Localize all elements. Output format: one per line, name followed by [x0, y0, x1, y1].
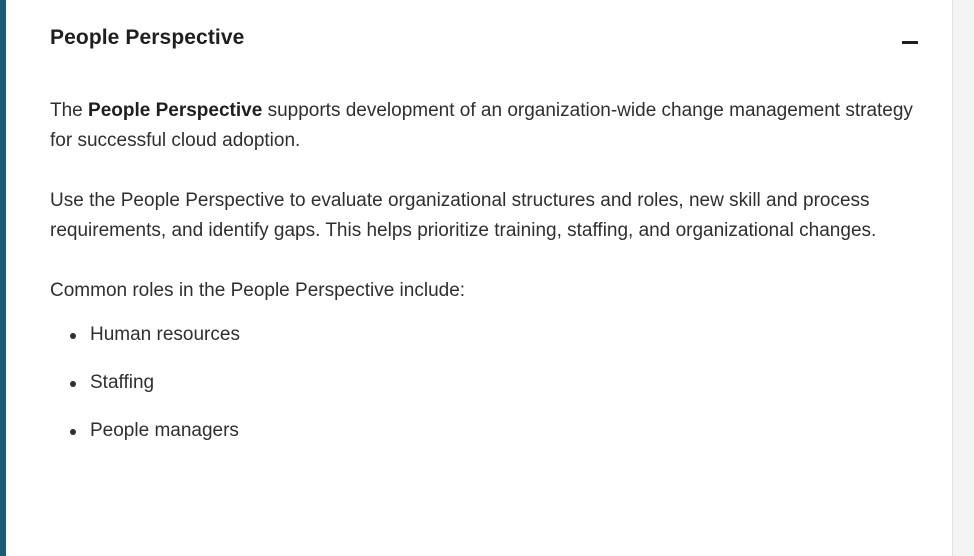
bullet-icon: [70, 333, 76, 339]
accordion-title[interactable]: People Perspective: [50, 26, 245, 49]
intro-bold-term: People Perspective: [88, 100, 263, 121]
intro-suffix: supports development of an organization-…: [50, 100, 913, 151]
page-scroll-gutter: [952, 0, 974, 556]
accordion-content: The People Perspective supports developm…: [50, 96, 930, 464]
roles-intro-text: Common roles in the People Perspective i…: [50, 280, 466, 301]
role-label: Human resources: [90, 324, 240, 345]
list-item: Human resources: [50, 320, 930, 350]
intro-prefix: The: [50, 100, 89, 121]
role-label: Staffing: [90, 372, 155, 393]
bullet-icon: [70, 429, 76, 435]
collapse-button[interactable]: [898, 30, 922, 54]
role-label: People managers: [90, 420, 239, 441]
list-item: People managers: [50, 416, 930, 446]
minus-icon: [902, 41, 918, 44]
roles-list: Human resources Staffing People managers: [50, 320, 930, 446]
description-paragraph: Use the People Perspective to evaluate o…: [50, 190, 877, 241]
bullet-icon: [70, 381, 76, 387]
intro-paragraph: The People Perspective supports developm…: [50, 96, 930, 156]
list-item: Staffing: [50, 368, 930, 398]
accordion-panel: People Perspective The People Perspectiv…: [0, 0, 930, 556]
